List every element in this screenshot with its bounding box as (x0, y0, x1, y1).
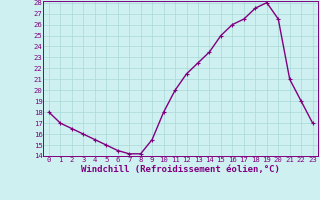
X-axis label: Windchill (Refroidissement éolien,°C): Windchill (Refroidissement éolien,°C) (81, 165, 280, 174)
